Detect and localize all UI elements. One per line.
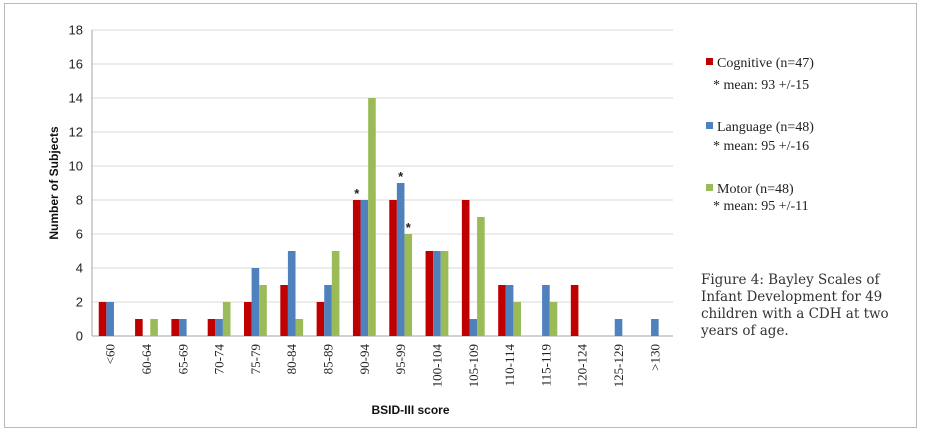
x-axis-title: BSID-III score — [371, 403, 449, 417]
x-tick-label: 65-69 — [175, 344, 190, 374]
x-tick-label: 75-79 — [248, 344, 263, 374]
bar-cognitive — [171, 319, 179, 336]
bar-cognitive — [316, 302, 325, 336]
bar-language — [360, 200, 369, 336]
bar-language — [469, 319, 478, 336]
legend-note-motor: * mean: 95 +/-11 — [713, 199, 809, 214]
bar-motor — [295, 319, 304, 336]
bar-cognitive — [135, 319, 143, 336]
bar-cognitive — [98, 302, 107, 336]
annotation-asterisk: * — [398, 169, 404, 184]
legend-label-motor: Motor (n=48) — [717, 182, 794, 197]
y-tick-label: 12 — [69, 125, 83, 140]
y-tick-label: 8 — [76, 193, 83, 208]
x-tick-label: 95-99 — [393, 344, 408, 374]
bar-motor — [440, 251, 449, 336]
bar-cognitive — [461, 200, 470, 336]
bar-language — [651, 319, 659, 336]
figure-frame — [4, 3, 917, 428]
y-tick-label: 0 — [76, 329, 83, 344]
x-tick-label: 105-109 — [466, 344, 481, 387]
bar-motor — [549, 302, 558, 336]
x-tick-label: 110-114 — [502, 344, 517, 387]
x-tick-label: 70-74 — [212, 344, 227, 375]
y-tick-label: 16 — [69, 57, 83, 72]
bar-cognitive — [244, 302, 252, 336]
x-tick-label: 100-104 — [429, 344, 444, 388]
bar-language — [396, 183, 405, 336]
legend-item-cognitive: Cognitive (n=47) — [706, 56, 814, 72]
x-tick-label: 115-119 — [538, 344, 553, 386]
bar-language — [542, 285, 550, 336]
y-tick-label: 6 — [76, 227, 83, 242]
legend-note-language: * mean: 95 +/-16 — [713, 139, 810, 154]
y-tick-label: 2 — [76, 295, 83, 310]
y-tick-label: 14 — [69, 91, 83, 106]
y-tick-label: 10 — [69, 159, 83, 174]
bar-cognitive — [498, 285, 506, 336]
x-tick-label: 80-84 — [284, 344, 299, 375]
bar-motor — [331, 251, 340, 336]
x-tick-label: <60 — [103, 344, 118, 364]
bar-cognitive — [280, 285, 288, 336]
bar-language — [324, 285, 332, 336]
bar-cognitive — [207, 319, 216, 336]
bar-motor — [259, 285, 267, 336]
bar-cognitive — [389, 200, 397, 336]
annotation-asterisk: * — [406, 220, 412, 235]
bar-motor — [222, 302, 231, 336]
x-tick-label: 60-64 — [139, 344, 154, 375]
annotation-asterisk: * — [354, 186, 360, 201]
bar-language — [215, 319, 223, 336]
x-tick-label: 125-129 — [611, 344, 626, 387]
bar-language — [287, 251, 296, 336]
y-tick-label: 4 — [76, 261, 83, 276]
figure-caption: Figure 4: Bayley Scales of Infant Develo… — [701, 272, 889, 339]
bar-language — [106, 302, 114, 336]
bar-motor — [368, 98, 376, 336]
legend-item-language: Language (n=48) — [706, 120, 814, 136]
x-tick-label: 90-94 — [357, 344, 372, 375]
bar-language — [505, 285, 514, 336]
bar-motor — [477, 217, 485, 336]
legend-item-motor: Motor (n=48) — [706, 182, 794, 198]
bar-motor — [513, 302, 521, 336]
bar-language — [614, 319, 623, 336]
y-tick-label: 18 — [69, 23, 83, 38]
legend-swatch-language — [706, 122, 713, 130]
legend-note-cognitive: * mean: 93 +/-15 — [713, 78, 810, 93]
x-tick-label: 85-89 — [321, 344, 336, 374]
bar-cognitive — [570, 285, 579, 336]
bar-language — [433, 251, 441, 336]
legend-label-cognitive: Cognitive (n=47) — [717, 56, 814, 71]
x-tick-label: 120-124 — [575, 344, 590, 388]
legend-label-language: Language (n=48) — [717, 120, 814, 135]
x-tick-label: >130 — [647, 344, 662, 371]
bar-cognitive — [425, 251, 434, 336]
legend-swatch-motor — [706, 184, 713, 192]
bar-language — [251, 268, 260, 336]
y-axis-title: Number of Subjects — [47, 126, 61, 240]
bar-motor — [150, 319, 158, 336]
bar-language — [178, 319, 187, 336]
bar-cognitive — [352, 200, 361, 336]
bar-motor — [404, 234, 413, 336]
legend-swatch-cognitive — [706, 58, 713, 66]
